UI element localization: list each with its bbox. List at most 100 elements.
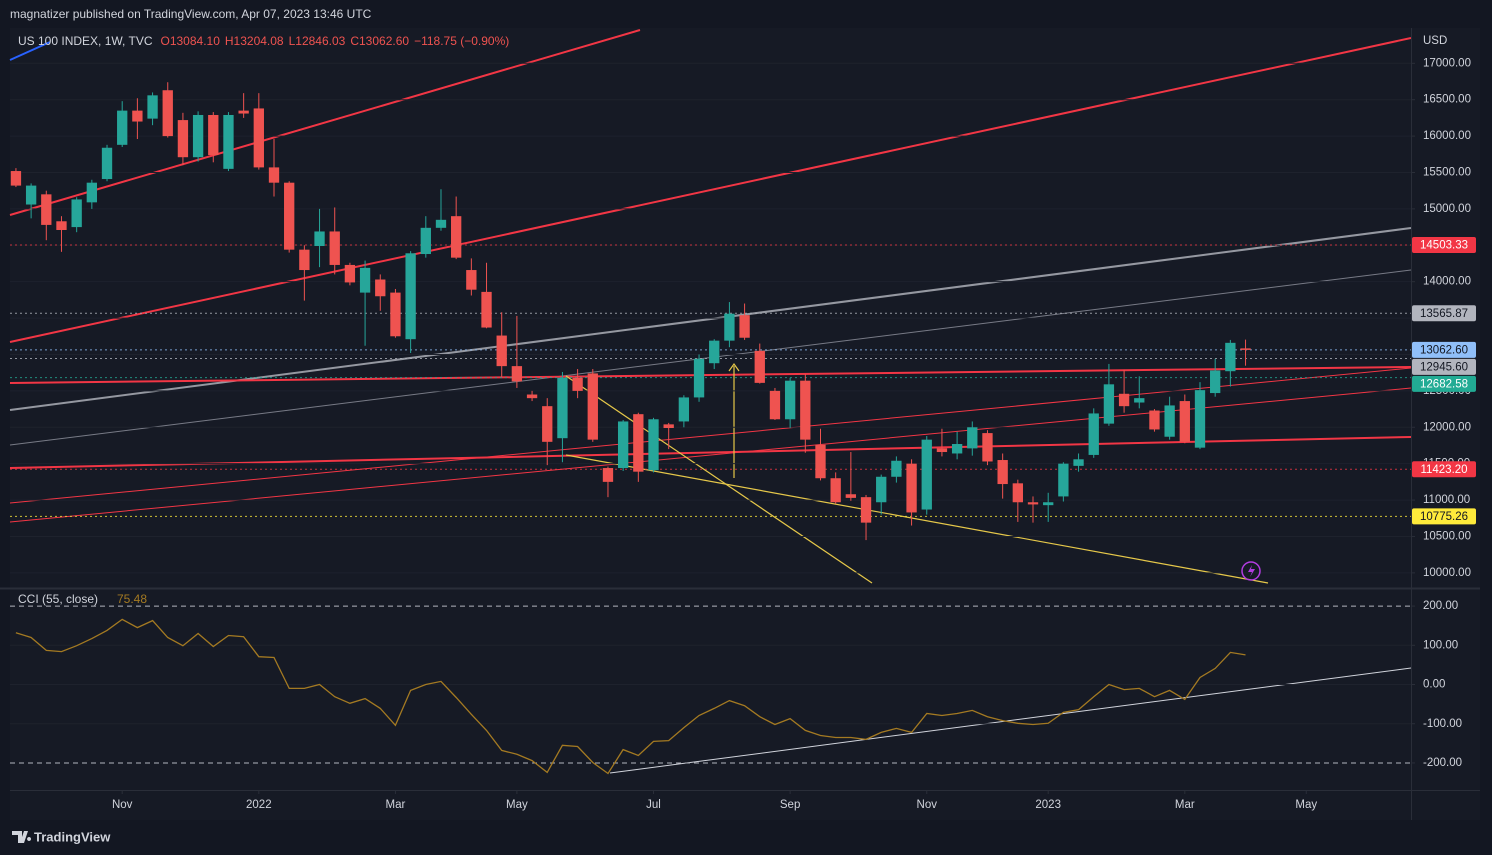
candle-body (511, 366, 523, 382)
candle-body (526, 394, 538, 399)
candle-body (1088, 413, 1099, 455)
y-tick-label: 14000.00 (1423, 276, 1471, 288)
candle-body (769, 390, 781, 420)
candle-body (693, 358, 705, 398)
candle-body (967, 427, 978, 449)
candle-body (223, 114, 234, 169)
trend-line (565, 375, 873, 584)
price-badge (1412, 461, 1476, 478)
candle-body (314, 231, 325, 247)
candle-body (1043, 502, 1054, 506)
brand-name: TradingView (34, 829, 111, 844)
price-badge (1412, 358, 1476, 375)
price-badge-label: 13062.60 (1420, 344, 1468, 356)
candle-body (253, 108, 264, 168)
candle-body (633, 414, 644, 472)
candle-body (299, 249, 310, 271)
candle-body (466, 270, 477, 290)
y-tick-label: 10000.00 (1423, 567, 1471, 579)
x-tick-label: May (1295, 799, 1317, 811)
candle-body (557, 377, 568, 439)
arrow-head (728, 362, 740, 372)
legend-value: L12846.03 (289, 34, 346, 48)
x-tick-label: Jul (646, 799, 661, 811)
candle-body (1012, 483, 1023, 503)
x-tick-label: Sep (780, 799, 800, 811)
candle-body (572, 377, 583, 391)
price-badge-label: 14503.33 (1420, 240, 1468, 252)
y-tick-label: 12000.00 (1423, 421, 1471, 433)
candle-body (724, 313, 735, 341)
candle-body (800, 380, 811, 440)
x-tick-label: Mar (1175, 799, 1195, 811)
axes: 10000.0010500.0011000.0011500.0012000.00… (112, 35, 1476, 811)
y-tick-label: 200.00 (1423, 600, 1458, 612)
candle-body (1240, 348, 1251, 350)
candle-body (1164, 405, 1175, 437)
candle-body (1073, 459, 1084, 466)
candle-body (405, 253, 416, 340)
brand-logo (12, 831, 32, 843)
candle-body (1103, 384, 1115, 424)
y-tick-label: 15500.00 (1423, 167, 1471, 179)
candle-body (1027, 502, 1039, 505)
candle-body (238, 110, 249, 114)
y-tick-label: -200.00 (1423, 757, 1462, 769)
indicator-title: CCI (55, close) (18, 592, 98, 606)
candle-body (815, 444, 826, 479)
candle-body (101, 147, 113, 180)
x-tick-label: May (506, 799, 528, 811)
legend: US 100 INDEX, 1W, TVC O13084.10 H13204.08 L… (18, 34, 509, 48)
candle-body (951, 444, 963, 454)
candle-body (147, 95, 158, 119)
candle-body (617, 421, 629, 469)
candle-body (754, 350, 765, 383)
candle-body (1179, 401, 1190, 442)
candle-body (268, 167, 280, 183)
candle-body (344, 264, 356, 283)
trend-line (565, 454, 1269, 584)
candle-body (25, 185, 37, 205)
candle-body (876, 476, 887, 503)
candle-body (936, 448, 948, 453)
candle-body (177, 120, 189, 158)
candle-body (375, 279, 386, 297)
candle-body (1210, 370, 1221, 394)
candle-body (71, 199, 82, 228)
candle-body (587, 373, 598, 440)
candle-body (678, 397, 690, 422)
trend-line (9, 436, 1411, 469)
legend-title: US 100 INDEX, 1W, TVC (18, 34, 153, 48)
legend-value: H13204.08 (225, 34, 284, 48)
candle-body (192, 114, 204, 158)
legend-value: C13062.60 (350, 34, 409, 48)
y-tick-label: 10500.00 (1423, 530, 1471, 542)
y-tick-label: 100.00 (1423, 639, 1458, 651)
x-tick-label: 2023 (1035, 799, 1061, 811)
cci-pane (10, 605, 1411, 775)
x-tick-label: Nov (112, 799, 133, 811)
x-tick-label: Nov (917, 799, 938, 811)
candle-body (56, 221, 67, 231)
candle-body (845, 494, 857, 498)
y-tick-label: 16000.00 (1423, 130, 1471, 142)
legend-value: −118.75 (−0.90%) (414, 34, 509, 48)
cci-line (15, 618, 1246, 775)
currency: USD (1423, 35, 1447, 47)
alert-bolt (1248, 565, 1255, 577)
candle-body (921, 439, 932, 510)
alert-icon (1241, 561, 1261, 581)
candle-body (390, 292, 401, 337)
candle-body (86, 182, 98, 203)
trend-line (9, 366, 1411, 384)
candle-body (329, 231, 340, 265)
price-badge (1412, 341, 1476, 358)
candle-body (451, 216, 462, 258)
trend-line (9, 37, 1411, 343)
candle-body (359, 267, 371, 293)
candle-body (208, 114, 219, 156)
candle-body (663, 424, 674, 428)
candle-body (982, 433, 993, 462)
y-tick-label: 15000.00 (1423, 203, 1471, 215)
